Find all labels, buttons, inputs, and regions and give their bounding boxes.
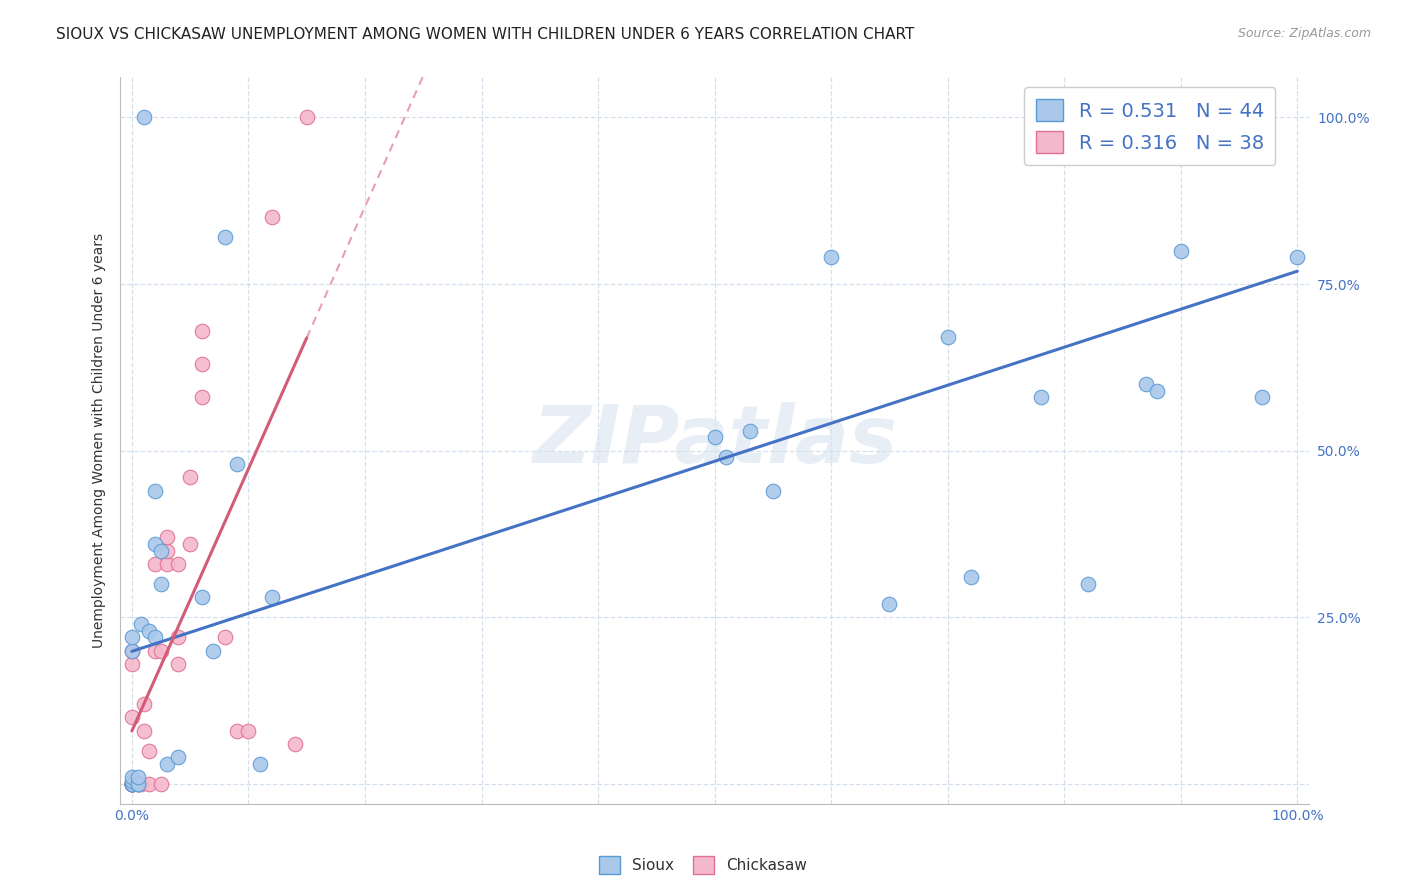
Point bbox=[143, 630, 166, 644]
Point bbox=[1076, 577, 1098, 591]
Point bbox=[1146, 384, 1168, 398]
Point bbox=[121, 773, 143, 788]
Point bbox=[936, 330, 959, 344]
Point bbox=[762, 483, 785, 498]
Point bbox=[1029, 390, 1052, 404]
Point bbox=[121, 777, 143, 791]
Point bbox=[121, 630, 143, 644]
Point bbox=[132, 697, 155, 711]
Point bbox=[167, 657, 190, 671]
Point bbox=[167, 750, 190, 764]
Point bbox=[716, 450, 738, 465]
Point bbox=[150, 643, 173, 657]
Point bbox=[202, 643, 225, 657]
Point bbox=[191, 357, 214, 371]
Point bbox=[121, 777, 143, 791]
Point bbox=[138, 743, 160, 757]
Point bbox=[738, 424, 761, 438]
Point bbox=[167, 630, 190, 644]
Point bbox=[121, 777, 143, 791]
Point bbox=[121, 777, 143, 791]
Point bbox=[143, 643, 166, 657]
Point bbox=[1251, 390, 1274, 404]
Point bbox=[156, 530, 179, 544]
Point bbox=[156, 557, 179, 571]
Point bbox=[156, 756, 179, 771]
Point bbox=[121, 710, 143, 724]
Point bbox=[127, 777, 149, 791]
Point bbox=[121, 777, 143, 791]
Point bbox=[295, 111, 318, 125]
Point bbox=[179, 470, 201, 484]
Point bbox=[1227, 111, 1250, 125]
Point bbox=[214, 630, 236, 644]
Point bbox=[260, 211, 283, 225]
Point bbox=[129, 617, 152, 632]
Point bbox=[150, 543, 173, 558]
Point bbox=[127, 777, 149, 791]
Point bbox=[121, 643, 143, 657]
Point bbox=[214, 230, 236, 244]
Point bbox=[150, 577, 173, 591]
Point bbox=[132, 723, 155, 738]
Legend: R = 0.531   N = 44, R = 0.316   N = 38: R = 0.531 N = 44, R = 0.316 N = 38 bbox=[1024, 87, 1275, 165]
Point bbox=[1205, 111, 1227, 125]
Point bbox=[238, 723, 260, 738]
Point bbox=[121, 777, 143, 791]
Point bbox=[121, 657, 143, 671]
Point bbox=[156, 543, 179, 558]
Point bbox=[121, 777, 143, 791]
Point bbox=[127, 777, 149, 791]
Point bbox=[249, 756, 271, 771]
Point bbox=[191, 390, 214, 404]
Point bbox=[260, 591, 283, 605]
Point bbox=[879, 597, 901, 611]
Text: Source: ZipAtlas.com: Source: ZipAtlas.com bbox=[1237, 27, 1371, 40]
Point bbox=[150, 777, 173, 791]
Point bbox=[167, 557, 190, 571]
Text: SIOUX VS CHICKASAW UNEMPLOYMENT AMONG WOMEN WITH CHILDREN UNDER 6 YEARS CORRELAT: SIOUX VS CHICKASAW UNEMPLOYMENT AMONG WO… bbox=[56, 27, 915, 42]
Point bbox=[1170, 244, 1192, 258]
Y-axis label: Unemployment Among Women with Children Under 6 years: Unemployment Among Women with Children U… bbox=[93, 233, 107, 648]
Point bbox=[143, 483, 166, 498]
Point bbox=[143, 557, 166, 571]
Point bbox=[138, 777, 160, 791]
Point bbox=[127, 770, 149, 784]
Point bbox=[132, 111, 155, 125]
Point bbox=[225, 457, 247, 471]
Point bbox=[191, 591, 214, 605]
Point bbox=[127, 777, 149, 791]
Point bbox=[284, 737, 307, 751]
Point bbox=[960, 570, 983, 584]
Point bbox=[191, 324, 214, 338]
Point bbox=[1286, 251, 1309, 265]
Point bbox=[703, 430, 725, 444]
Point bbox=[138, 624, 160, 638]
Point bbox=[121, 643, 143, 657]
Point bbox=[820, 251, 842, 265]
Point bbox=[1135, 377, 1157, 392]
Point bbox=[179, 537, 201, 551]
Text: ZIPatlas: ZIPatlas bbox=[531, 401, 897, 480]
Legend: Sioux, Chickasaw: Sioux, Chickasaw bbox=[593, 850, 813, 880]
Point bbox=[1111, 111, 1133, 125]
Point bbox=[143, 537, 166, 551]
Point bbox=[121, 777, 143, 791]
Point bbox=[225, 723, 247, 738]
Point bbox=[121, 777, 143, 791]
Point bbox=[129, 777, 152, 791]
Point bbox=[121, 777, 143, 791]
Point bbox=[121, 770, 143, 784]
